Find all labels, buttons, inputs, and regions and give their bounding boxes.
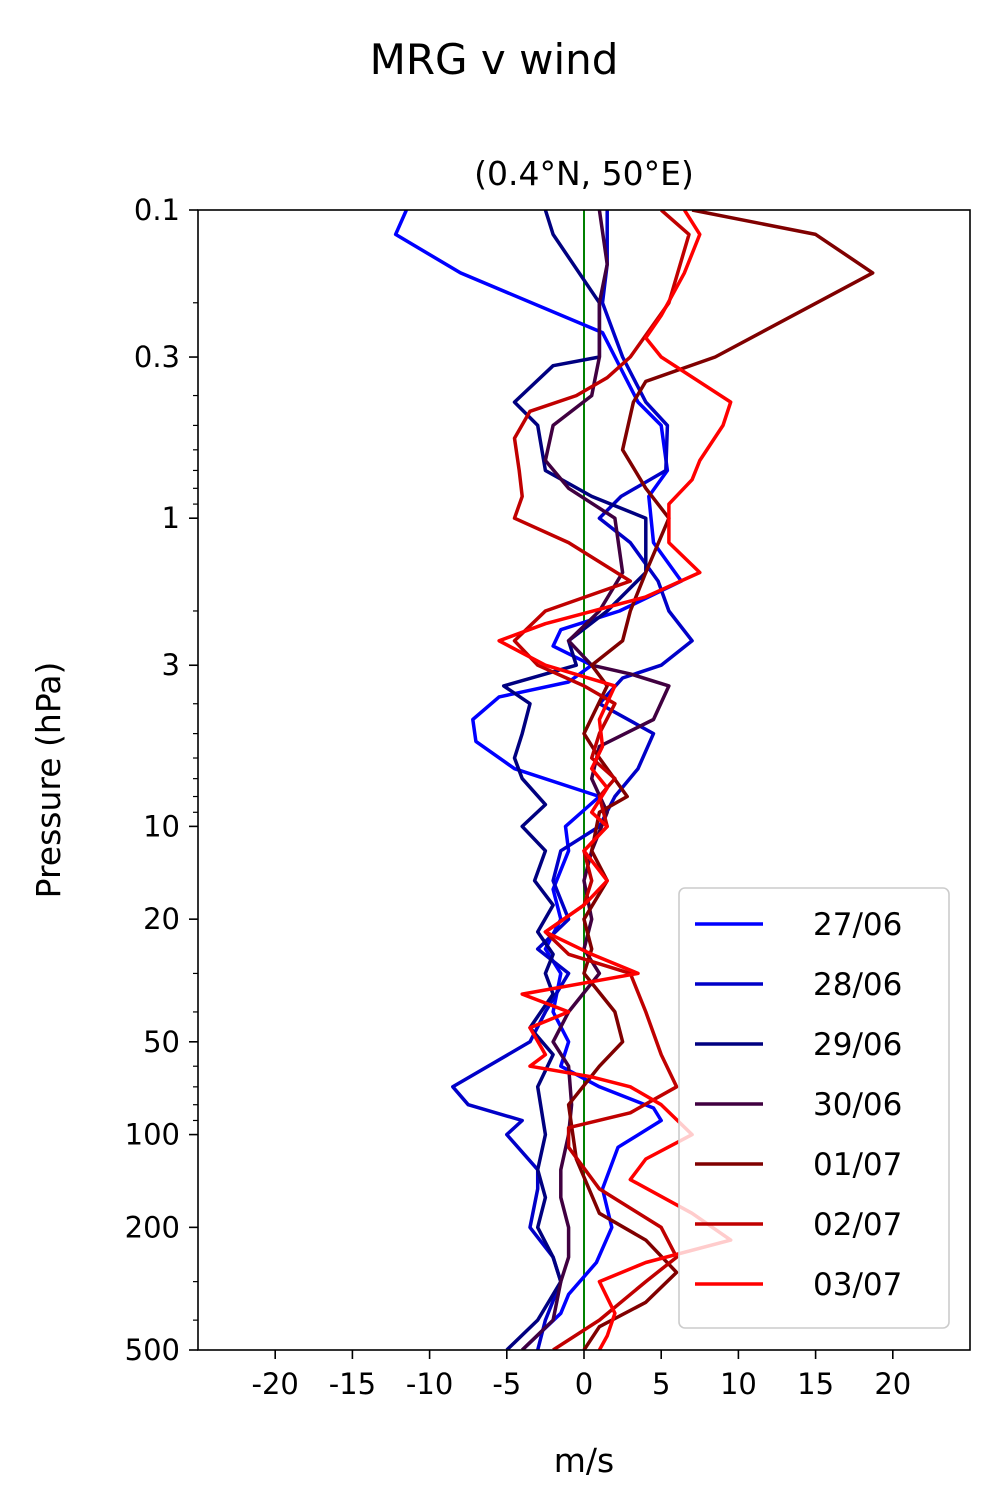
x-tick-label: -5	[492, 1367, 521, 1401]
y-tick-label: 3	[162, 648, 180, 682]
y-tick-label: 0.3	[134, 340, 180, 374]
series-line-03-07	[497, 210, 733, 1350]
legend-label: 01/07	[813, 1147, 902, 1183]
x-tick-label: 5	[652, 1367, 670, 1401]
legend-label: 29/06	[813, 1027, 902, 1063]
series-line-28-06	[451, 210, 694, 1350]
y-tick-label: 20	[143, 902, 180, 936]
y-tick-label: 100	[125, 1118, 180, 1152]
y-tick-label: 1	[162, 501, 180, 535]
figure-suptitle: MRG v wind	[370, 35, 619, 84]
x-tick-label: 10	[720, 1367, 757, 1401]
legend-label: 30/06	[813, 1087, 902, 1123]
series-line-02-07	[512, 210, 691, 1350]
y-tick-label: 200	[125, 1210, 180, 1244]
y-axis-label: Pressure (hPa)	[29, 662, 68, 899]
series-line-01-07	[566, 210, 875, 1350]
y-tick-label: 0.1	[134, 193, 180, 227]
x-tick-label: -20	[252, 1367, 299, 1401]
legend-label: 28/06	[813, 967, 902, 1003]
y-tick-label: 10	[143, 809, 180, 843]
x-tick-label: 20	[874, 1367, 911, 1401]
x-tick-label: 15	[797, 1367, 834, 1401]
legend-box	[678, 887, 950, 1329]
y-tick-label: 500	[125, 1333, 180, 1367]
x-tick-label: 0	[575, 1367, 593, 1401]
axes-title: (0.4°N, 50°E)	[474, 154, 694, 193]
x-tick-label: -15	[329, 1367, 376, 1401]
legend-label: 03/07	[813, 1267, 902, 1303]
legend-label: 02/07	[813, 1207, 902, 1243]
y-tick-label: 50	[143, 1025, 180, 1059]
x-tick-label: -10	[406, 1367, 453, 1401]
series-line-29-06	[501, 210, 648, 1350]
x-axis-label: m/s	[554, 1441, 614, 1480]
legend-label: 27/06	[813, 907, 902, 943]
